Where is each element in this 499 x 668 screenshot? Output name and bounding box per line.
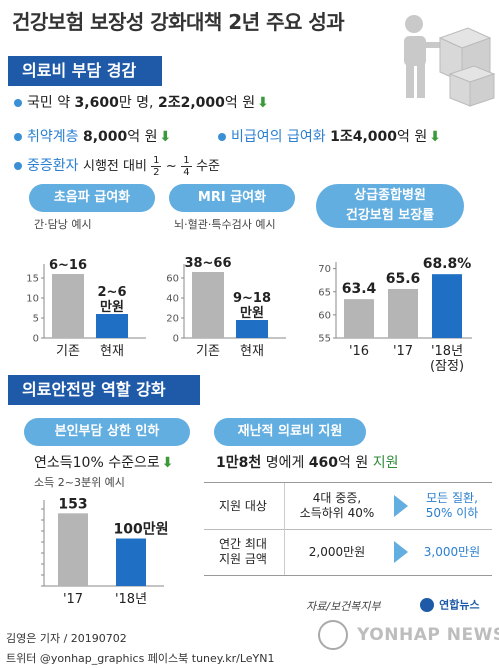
x-tick-label: 현재 [240,344,264,359]
data-label: 68.8% [423,256,472,272]
person-carrying-boxes-icon [404,15,496,107]
bar [344,299,374,338]
footer-byline: 김영은 기자 / 20190702 [6,632,127,645]
x-tick-label: '17 [63,592,83,607]
y-tick-label: 20 [166,314,179,325]
stat-line-vulnerable: 취약계층 8,000억 원 ⬇ [14,126,171,146]
comparison-row-amount: 연간 최대 지원 금액 2,000만원 3,000만원 [204,529,492,575]
y-tick-label: 15 [26,274,39,285]
bullet-icon [14,162,22,170]
data-label: 6~16 [49,258,87,273]
pill-mri: MRI 급여화 [169,184,295,212]
green-down-arrow-icon: ⬇ [429,129,441,145]
x-tick-label: '18년 [431,344,463,359]
green-down-arrow-icon: ⬇ [257,95,269,111]
pill-catastrophic-support: 재난적 의료비 지원 [214,418,366,446]
y-tick-label: 40 [166,294,179,305]
y-tick-label: 60 [166,274,179,285]
green-down-arrow-icon: ⬇ [161,455,174,471]
bar [52,274,84,338]
data-label: 100만원 [114,522,169,538]
copay-cap-note: 소득 2~3분위 예시 [34,476,125,489]
after-value: 모든 질환, 50% 이하 [425,491,479,520]
note-ultrasound: 간·담낭 예시 [34,218,92,231]
green-down-arrow-icon: ⬇ [159,129,172,145]
data-label: 2~6 [98,285,127,300]
pill-hospital-coverage: 상급종합병원 건강보험 보장률 [316,184,464,228]
comparison-row-target: 지원 대상 4대 중증, 소득하위 40% 모든 질환, 50% 이하 [204,483,492,530]
x-tick-label: (잠정) [430,359,464,374]
copay-cap-line: 연소득10% 수준으로 ⬇ [34,455,174,471]
pill-copay-cap: 본인부담 상한 인하 [24,418,190,446]
comparison-table: 지원 대상 4대 중증, 소득하위 40% 모든 질환, 50% 이하 연간 최대 지… [204,482,492,576]
footer-social: 트위터 @yonhap_graphics 페이스북 tuney.kr/LeYN1 [6,652,275,665]
y-tick-label: 5 [33,314,39,325]
stat-line-noncovered: 비급여의 급여화 1조4,000억 원 ⬇ [218,126,441,146]
y-tick-label: 0 [33,334,39,345]
bar [116,538,146,586]
x-tick-label: 기존 [196,344,220,359]
after-value: 3,000만원 [423,544,481,559]
data-label: 만원 [100,299,124,315]
yonhap-logo-icon [420,597,434,612]
y-tick-label: 70 [318,264,331,275]
arrow-right-icon [394,495,408,517]
note-mri: 뇌·혈관·특수검사 예시 [174,218,276,231]
bar [432,274,462,338]
y-tick-label: 10 [26,294,39,305]
watermark-logo-icon [318,620,348,650]
y-tick-label: 65 [318,287,331,298]
x-tick-label: 기존 [56,344,80,359]
y-tick-label: 60 [318,310,331,321]
chart-hospital-coverage: 55 60 65 70 63.4 '16 65.6 '17 68.8% '18년(잠정) [318,256,472,374]
y-tick-label: 55 [318,334,331,345]
bullet-icon [14,133,22,141]
before-value: 4대 중증, 소득하위 40% [284,483,389,529]
section-header-cost-reduction: 의료비 부담 경감 [8,56,162,86]
x-tick-label: '16 [349,344,369,359]
row-label: 연간 최대 지원 금액 [219,537,267,566]
x-tick-label: '18년 [115,592,147,607]
bar [96,314,128,338]
bullet-icon [218,133,226,141]
x-tick-label: 현재 [100,344,124,359]
data-label: 65.6 [386,271,421,287]
page-title: 건강보험 보장성 강화대책 2년 주요 성과 [12,10,345,34]
data-label: 만원 [240,305,264,321]
data-label: 153 [58,496,87,512]
arrow-right-icon [394,541,408,563]
stat-line-national: 국민 약 3,600만 명, 2조2,000억 원 ⬇ [14,92,269,112]
bar [192,272,224,338]
section-header-safety-net: 의료안전망 역할 강화 [8,375,200,405]
yonhap-watermark: YONHAP NEWS [318,620,499,650]
row-label: 지원 대상 [219,498,267,513]
chart-copay-cap: 153 '17 100만원 '18년 [41,496,169,607]
data-label: 63.4 [342,281,377,297]
yonhap-logo: 연합뉴스 [420,594,480,613]
bar [236,320,268,338]
pill-ultrasound: 초음파 급여화 [29,184,155,212]
before-value: 2,000만원 [284,529,389,575]
x-tick-label: '17 [393,344,413,359]
source-credit: 자료/보건복지부 [306,600,381,613]
bar [58,513,88,586]
catastrophic-line: 1만8천 명에게 460억 원 지원 [216,455,399,471]
bullet-icon [14,99,22,107]
y-tick-label: 0 [173,334,179,345]
data-label: 9~18 [233,291,271,306]
data-label: 38~66 [184,256,231,271]
bar [388,288,418,338]
